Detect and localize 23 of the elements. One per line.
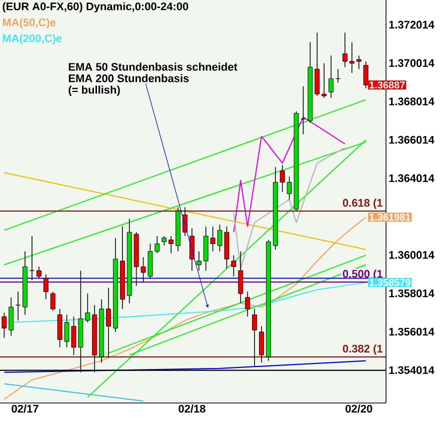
y-tick-label: 1.364014 xyxy=(389,174,434,182)
text: MA(200,C)e xyxy=(2,34,62,44)
annotation: (= bullish) xyxy=(68,86,120,96)
y-tick-label: 1.358014 xyxy=(389,289,434,298)
text: MA(50,C)e xyxy=(2,18,56,28)
annotation: EMA 50 Stundenbasis schneidet xyxy=(68,62,238,71)
y-tick-label: 1.368014 xyxy=(389,98,434,106)
y-tick-label: 1.360014 xyxy=(389,251,434,259)
y-tick-label: 1.354014 xyxy=(389,366,434,374)
text: 1.36887 xyxy=(370,81,405,89)
data-label: 1.361981 xyxy=(370,214,410,221)
x-tick-label: 02/18 xyxy=(178,404,206,413)
y-tick-label: 1.356014 xyxy=(389,328,434,336)
ref-line-label: 0.618 (1 xyxy=(342,198,382,209)
annotation: EMA 200 Stundenbasis xyxy=(68,74,189,82)
y-tick-label: 1.366014 xyxy=(389,136,434,144)
y-tick-label: 1.372014 xyxy=(389,20,434,29)
ref-line-label: 0.382 (1 xyxy=(342,344,382,355)
x-tick-label: 02/20 xyxy=(346,404,372,413)
data-label: 1.358579 xyxy=(370,278,410,286)
x-tick-label: 02/17 xyxy=(12,404,38,413)
chart-title: (EUR A0-FX,60) Dynamic,0:00-24:00 xyxy=(2,2,188,12)
y-tick-label: 1.370014 xyxy=(389,59,434,67)
